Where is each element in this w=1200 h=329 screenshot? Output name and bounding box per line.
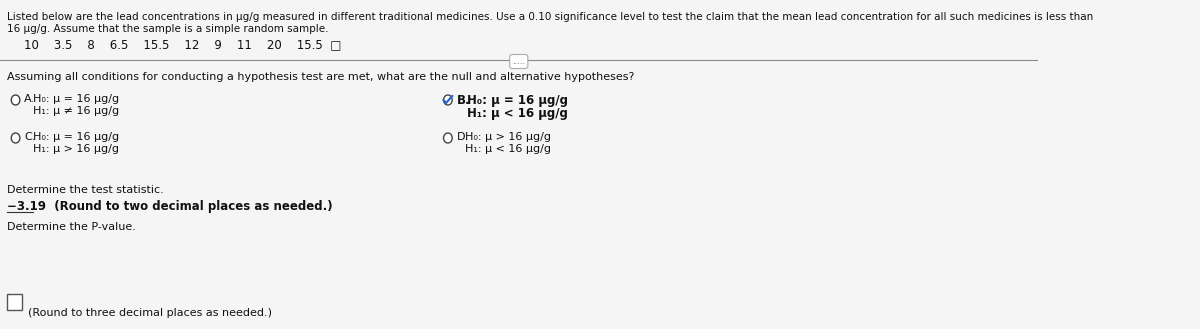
- Text: H₀: μ = 16 μg/g: H₀: μ = 16 μg/g: [467, 94, 568, 107]
- Text: C.: C.: [24, 132, 36, 142]
- Text: H₀: μ > 16 μg/g: H₀: μ > 16 μg/g: [466, 132, 551, 142]
- Text: −3.19  (Round to two decimal places as needed.): −3.19 (Round to two decimal places as ne…: [7, 200, 332, 213]
- Text: A.: A.: [24, 94, 35, 104]
- Text: Determine the test statistic.: Determine the test statistic.: [7, 185, 163, 195]
- Text: H₀: μ = 16 μg/g: H₀: μ = 16 μg/g: [32, 94, 119, 104]
- Text: H₁: μ > 16 μg/g: H₁: μ > 16 μg/g: [32, 144, 119, 154]
- Text: H₁: μ ≠ 16 μg/g: H₁: μ ≠ 16 μg/g: [32, 106, 119, 116]
- Circle shape: [11, 95, 20, 105]
- Text: 10    3.5    8    6.5    15.5    12    9    11    20    15.5  □: 10 3.5 8 6.5 15.5 12 9 11 20 15.5 □: [24, 38, 342, 51]
- Circle shape: [11, 133, 20, 143]
- Circle shape: [444, 133, 452, 143]
- Text: B.: B.: [456, 94, 470, 107]
- FancyBboxPatch shape: [7, 294, 23, 310]
- Text: H₁: μ < 16 μg/g: H₁: μ < 16 μg/g: [466, 144, 551, 154]
- Text: H₁: μ < 16 μg/g: H₁: μ < 16 μg/g: [467, 107, 568, 120]
- Text: .....: .....: [512, 57, 526, 66]
- Text: 16 μg/g. Assume that the sample is a simple random sample.: 16 μg/g. Assume that the sample is a sim…: [7, 24, 329, 34]
- Text: Determine the P-value.: Determine the P-value.: [7, 222, 136, 232]
- Text: Assuming all conditions for conducting a hypothesis test are met, what are the n: Assuming all conditions for conducting a…: [7, 72, 635, 82]
- Text: (Round to three decimal places as needed.): (Round to three decimal places as needed…: [28, 308, 271, 318]
- Text: D.: D.: [456, 132, 469, 142]
- Circle shape: [444, 95, 452, 105]
- Text: Listed below are the lead concentrations in μg/g measured in different tradition: Listed below are the lead concentrations…: [7, 12, 1093, 22]
- Text: H₀: μ = 16 μg/g: H₀: μ = 16 μg/g: [32, 132, 119, 142]
